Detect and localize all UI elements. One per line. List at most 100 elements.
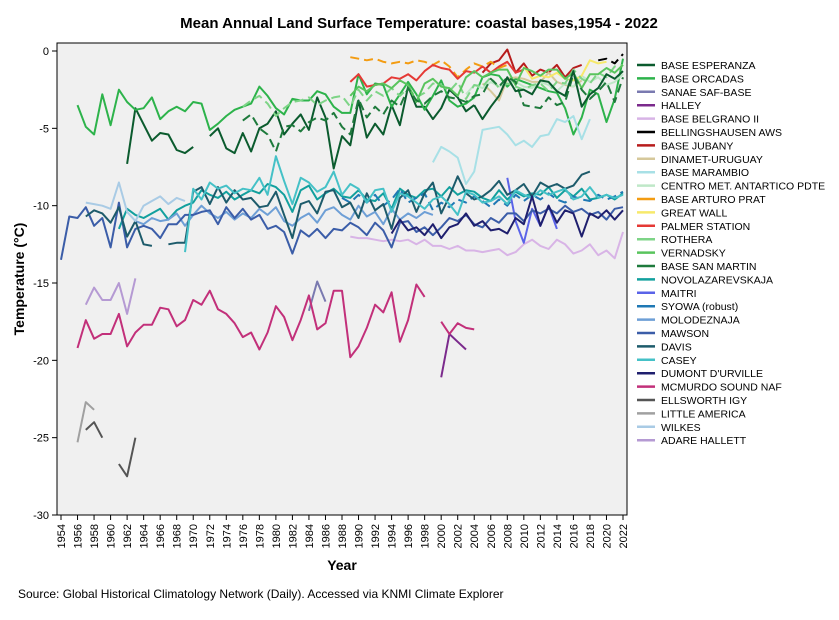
legend-label: DINAMET-URUGUAY — [661, 154, 763, 166]
legend-label: SYOWA (robust) — [661, 301, 738, 313]
legend-item: MOLODEZNAJA — [637, 315, 740, 327]
series-line-halley — [440, 333, 467, 378]
legend-item: MCMURDO SOUND NAF — [637, 382, 782, 394]
legend-item: MAITRI — [637, 288, 697, 300]
x-tick-label: 2004 — [469, 524, 481, 548]
legend-item: ADARE HALLETT — [637, 435, 747, 447]
series-line-adare-hallett — [84, 278, 137, 315]
series-lines — [60, 48, 624, 478]
legend-item: BASE MARAMBIO — [637, 167, 749, 179]
series-line-base-belgrano-ii — [350, 231, 624, 260]
x-tick-label: 1984 — [304, 524, 316, 548]
x-tick-label: 2000 — [436, 524, 448, 548]
legend-item: LITTLE AMERICA — [637, 408, 746, 420]
legend-item: ELLSWORTH IGY — [637, 395, 747, 407]
series-line-centro-met-antartico-pdte — [465, 73, 624, 95]
legend-label: WILKES — [661, 422, 701, 434]
legend-label: CASEY — [661, 355, 697, 367]
x-tick-label: 1978 — [254, 524, 266, 548]
series-line-rothera — [242, 63, 624, 117]
series-line-sanae-saf-base — [307, 280, 327, 312]
legend-label: BASE SAN MARTIN — [661, 261, 757, 273]
y-axis-label: Temperature (°C) — [11, 223, 27, 336]
legend-item: CENTRO MET. ANTARTICO PDTE — [637, 181, 825, 193]
legend-item: DUMONT D'URVILLE — [637, 368, 763, 380]
legend-item: SANAE SAF-BASE — [637, 87, 751, 99]
series-line-base-marambio — [432, 115, 591, 185]
series-line-davis — [85, 170, 591, 247]
legend-item: CASEY — [637, 355, 697, 367]
x-tick-label: 2008 — [502, 524, 514, 548]
series-line-molodeznaja — [135, 204, 434, 227]
legend-label: NOVOLAZAREVSKAJA — [661, 274, 773, 286]
chart-title: Mean Annual Land Surface Temperature: co… — [180, 15, 658, 32]
legend-label: ADARE HALLETT — [661, 435, 747, 447]
legend-label: HALLEY — [661, 100, 701, 112]
series-line-little-america — [76, 401, 95, 443]
source-note: Source: Global Historical Climatology Ne… — [18, 587, 503, 601]
series-line-bellingshausen-aws — [598, 53, 624, 65]
x-tick-label: 1994 — [387, 524, 399, 548]
x-tick-label: 1964 — [139, 524, 151, 548]
legend-item: VERNADSKY — [637, 248, 726, 260]
x-tick-label: 1956 — [73, 524, 85, 548]
series-line-casey — [184, 155, 624, 253]
legend-item: GREAT WALL — [637, 207, 727, 219]
series-line-base-san-martin — [242, 73, 624, 153]
legend-item: BELLINGSHAUSEN AWS — [637, 127, 782, 139]
legend-label: MAWSON — [661, 328, 709, 340]
legend-label: MAITRI — [661, 288, 697, 300]
legend-label: MCMURDO SOUND NAF — [661, 382, 782, 394]
x-tick-label: 2002 — [453, 524, 465, 548]
series-line-mawson — [60, 201, 624, 260]
y-tick-label: -25 — [33, 433, 49, 445]
legend-item: PALMER STATION — [637, 221, 750, 233]
legend-item: BASE ARTURO PRAT — [637, 194, 766, 206]
legend-label: DAVIS — [661, 341, 692, 353]
x-tick-label: 1960 — [106, 524, 118, 548]
x-tick-label: 1996 — [403, 524, 415, 548]
y-axis: 0 -5 -10 -15 -20 -25 -30 — [33, 46, 57, 522]
legend-item: WILKES — [637, 422, 701, 434]
x-axis-label: Year — [327, 557, 357, 573]
y-tick-label: -15 — [33, 278, 49, 290]
x-tick-label: 1972 — [205, 524, 217, 548]
legend-label: GREAT WALL — [661, 207, 727, 219]
legend-item: MAWSON — [637, 328, 709, 340]
legend-label: MOLODEZNAJA — [661, 315, 740, 327]
y-tick-label: -20 — [33, 355, 49, 367]
x-tick-label: 1966 — [155, 524, 167, 548]
x-tick-label: 1986 — [320, 524, 332, 548]
x-tick-label: 2016 — [568, 524, 580, 548]
series-line-base-esperanza — [126, 85, 475, 170]
x-tick-label: 2010 — [519, 524, 531, 548]
legend-item: BASE SAN MARTIN — [637, 261, 757, 273]
x-tick-label: 2020 — [601, 524, 613, 548]
x-tick-label: 2012 — [535, 524, 547, 548]
y-tick-label: -30 — [33, 510, 49, 522]
series-line-mcmurdo-sound-naf — [76, 283, 475, 359]
x-tick-label: 1998 — [420, 524, 432, 548]
y-tick-label: -5 — [39, 123, 49, 135]
legend-label: ROTHERA — [661, 234, 712, 246]
legend-item: SYOWA (robust) — [637, 301, 738, 313]
x-tick-label: 1968 — [172, 524, 184, 548]
legend-label: BASE JUBANY — [661, 140, 733, 152]
x-tick-label: 2006 — [486, 524, 498, 548]
legend-label: BELLINGSHAUSEN AWS — [661, 127, 782, 139]
legend-item: BASE ORCADAS — [637, 73, 744, 85]
legend-item: ROTHERA — [637, 234, 712, 246]
legend-item: BASE BELGRANO II — [637, 114, 759, 126]
series-line-dinamet-uruguay — [481, 71, 583, 102]
legend-item: NOVOLAZAREVSKAJA — [637, 274, 773, 286]
x-tick-label: 1970 — [188, 524, 200, 548]
x-tick-label: 1982 — [287, 524, 299, 548]
y-tick-label: -10 — [33, 201, 49, 213]
legend-label: BASE ARTURO PRAT — [661, 194, 766, 206]
x-tick-label: 2018 — [585, 524, 597, 548]
legend-label: DUMONT D'URVILLE — [661, 368, 763, 380]
y-tick-label: 0 — [43, 46, 49, 58]
legend-label: CENTRO MET. ANTARTICO PDTE — [661, 181, 825, 193]
